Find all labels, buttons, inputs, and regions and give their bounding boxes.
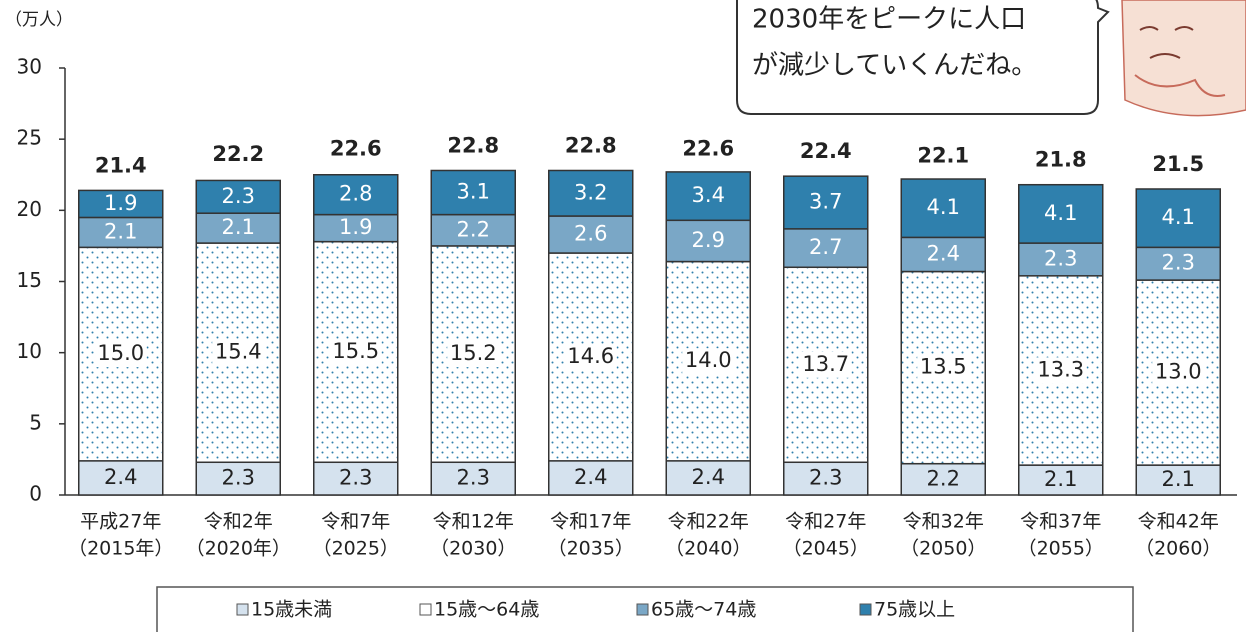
y-unit-label: （万人） (5, 10, 73, 30)
value-label: 1.9 (104, 191, 137, 215)
legend-swatch (420, 604, 431, 615)
y-tick-label: 15 (17, 268, 42, 292)
value-label: 2.4 (692, 465, 725, 489)
value-label: 4.1 (1044, 201, 1077, 225)
value-label: 2.4 (574, 465, 607, 489)
value-label: 14.6 (567, 344, 614, 368)
value-label: 13.7 (802, 352, 849, 376)
value-label: 2.3 (222, 184, 255, 208)
value-label: 13.3 (1037, 357, 1084, 381)
y-tick-label: 20 (17, 197, 42, 221)
legend-label: 75歳以上 (874, 599, 955, 621)
x-tick-label: 令和2年 (204, 511, 273, 533)
x-tick-label: （2035） (548, 538, 634, 560)
value-label: 2.1 (1044, 467, 1077, 491)
x-tick-label: （2025） (313, 538, 399, 560)
value-label: 13.0 (1155, 360, 1202, 384)
x-tick-label: 平成27年 (80, 511, 161, 533)
value-label: 3.7 (809, 190, 842, 214)
x-tick-label: （2015年） (68, 538, 173, 560)
total-label: 21.8 (1035, 148, 1087, 172)
total-label: 22.6 (682, 136, 734, 160)
x-tick-label: （2050） (900, 538, 986, 560)
total-label: 22.8 (447, 133, 499, 157)
legend-label: 15歳～64歳 (434, 599, 539, 621)
value-label: 14.0 (685, 348, 732, 372)
value-label: 2.3 (222, 466, 255, 490)
value-label: 4.1 (927, 195, 960, 219)
x-tick-label: 令和7年 (321, 511, 390, 533)
x-tick-label: 令和17年 (550, 511, 631, 533)
y-tick-label: 5 (29, 410, 42, 434)
annotation-line: 2030年をピークに人口 (752, 5, 1026, 35)
chart: （万人） 2030年をピークに人口 が減少していくんだね。 0 5 10 15 20 25… (0, 0, 1246, 632)
value-label: 15.4 (215, 340, 262, 364)
value-label: 2.7 (809, 235, 842, 259)
value-label: 15.0 (97, 341, 144, 365)
value-label: 3.4 (692, 183, 725, 207)
value-label: 2.3 (1162, 251, 1195, 275)
value-label: 2.9 (692, 228, 725, 252)
value-label: 15.5 (332, 339, 379, 363)
value-label: 2.4 (927, 241, 960, 265)
legend-label: 65歳～74歳 (651, 599, 756, 621)
value-label: 15.2 (450, 341, 497, 365)
x-tick-label: 令和12年 (433, 511, 514, 533)
value-label: 2.2 (927, 466, 960, 490)
value-label: 3.2 (574, 180, 607, 204)
x-tick-label: （2020年） (186, 538, 291, 560)
total-label: 21.5 (1152, 152, 1204, 176)
x-tick-label: 令和37年 (1020, 511, 1101, 533)
value-label: 2.1 (104, 219, 137, 243)
value-label: 2.2 (457, 217, 490, 241)
y-tick-label: 0 (29, 482, 42, 506)
value-label: 2.3 (809, 466, 842, 490)
legend-swatch (237, 604, 248, 615)
value-label: 13.5 (920, 355, 967, 379)
value-label: 2.6 (574, 222, 607, 246)
legend-swatch (860, 604, 871, 615)
value-label: 4.1 (1162, 205, 1195, 229)
value-label: 2.4 (104, 465, 137, 489)
value-label: 2.3 (339, 466, 372, 490)
total-label: 22.4 (800, 139, 852, 163)
total-label: 22.2 (212, 142, 264, 166)
x-tick-label: （2030） (430, 538, 516, 560)
total-label: 22.8 (565, 133, 617, 157)
total-label: 22.6 (330, 136, 382, 160)
x-tick-label: 令和22年 (668, 511, 749, 533)
page: （万人） 2030年をピークに人口 が減少していくんだね。 0 5 10 15 20 25… (0, 0, 1246, 632)
value-label: 2.1 (222, 215, 255, 239)
annotation-line: が減少していくんだね。 (752, 51, 1037, 81)
x-tick-label: （2045） (783, 538, 869, 560)
total-label: 21.4 (95, 153, 147, 177)
legend-swatch (637, 604, 648, 615)
x-tick-label: （2060） (1135, 538, 1221, 560)
character (1122, 0, 1246, 116)
value-label: 2.3 (457, 466, 490, 490)
x-tick-label: 令和32年 (903, 511, 984, 533)
value-label: 2.1 (1162, 467, 1195, 491)
value-label: 3.1 (457, 180, 490, 204)
value-label: 2.8 (339, 182, 372, 206)
y-tick-label: 30 (17, 55, 42, 79)
value-label: 2.3 (1044, 246, 1077, 270)
x-tick-label: 令和42年 (1138, 511, 1219, 533)
x-tick-label: 令和27年 (785, 511, 866, 533)
total-label: 22.1 (917, 143, 969, 167)
x-tick-label: （2055） (1018, 538, 1104, 560)
x-tick-label: （2040） (665, 538, 751, 560)
value-label: 1.9 (339, 215, 372, 239)
legend-label: 15歳未満 (251, 599, 332, 621)
y-tick-label: 10 (17, 339, 42, 363)
y-tick-label: 25 (17, 126, 42, 150)
